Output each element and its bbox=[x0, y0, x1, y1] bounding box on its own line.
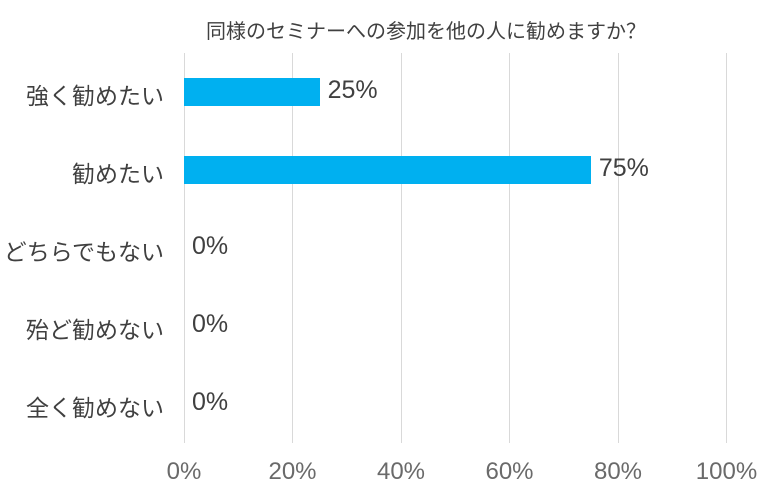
x-axis-tick-label: 60% bbox=[485, 458, 534, 485]
gridline-60% bbox=[509, 53, 510, 443]
category-label: 殆ど勧めない bbox=[26, 317, 164, 343]
category-label: 強く勧めたい bbox=[26, 83, 164, 109]
x-axis-tick-label: 100% bbox=[695, 458, 758, 485]
value-label: 75% bbox=[598, 154, 649, 182]
gridline-20% bbox=[292, 53, 293, 443]
x-axis-tick-label: 20% bbox=[268, 458, 317, 485]
gridline-0% bbox=[183, 53, 185, 443]
value-label: 0% bbox=[192, 310, 229, 338]
x-axis-tick-label: 0% bbox=[166, 458, 202, 485]
value-label: 0% bbox=[192, 232, 229, 260]
x-axis-tick-label: 40% bbox=[376, 458, 426, 485]
category-label: どちらでもない bbox=[3, 239, 164, 265]
gridline-100% bbox=[726, 53, 727, 443]
bar-1 bbox=[184, 78, 320, 106]
gridline-40% bbox=[400, 53, 402, 443]
chart-title: 同様のセミナーへの参加を他の人に勧めますか？ bbox=[206, 21, 646, 43]
x-axis-tick-label: 80% bbox=[593, 458, 643, 485]
value-label: 25% bbox=[327, 76, 378, 104]
value-label: 0% bbox=[192, 388, 229, 416]
category-label: 全く勧めない bbox=[26, 395, 164, 421]
category-label: 勧めたい bbox=[72, 161, 164, 187]
gridline-80% bbox=[617, 53, 619, 443]
bar-2 bbox=[184, 156, 591, 184]
